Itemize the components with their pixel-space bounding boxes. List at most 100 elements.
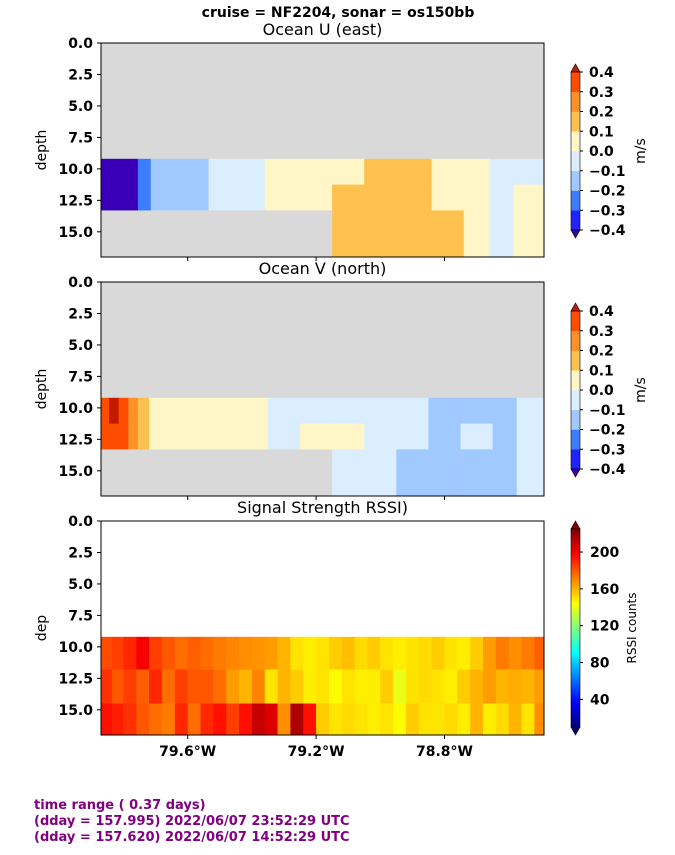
data-cell [227, 423, 269, 450]
rssi-cell [161, 703, 176, 736]
rssi-cell [111, 636, 124, 670]
colorbar-band [571, 311, 580, 332]
rssi-cell [136, 669, 150, 704]
rssi-cell [328, 636, 343, 670]
colorbar-tick-label: −0.4 [589, 462, 626, 478]
rssi-cell [354, 703, 368, 736]
rssi-cell [290, 703, 304, 736]
rssi-cell [521, 636, 535, 670]
rssi-cell [187, 636, 201, 670]
y-tick-label: 12.5 [58, 671, 93, 687]
data-cell [332, 210, 365, 258]
data-cell [460, 449, 494, 497]
rssi-cell [521, 703, 535, 736]
plot-frame [100, 520, 545, 736]
rssi-cell [111, 703, 124, 736]
colorbar-band [571, 111, 580, 132]
y-tick-label: 2.5 [68, 545, 93, 561]
rssi-cell [161, 636, 176, 670]
data-cell [232, 184, 266, 211]
rssi-cell [367, 703, 381, 736]
rssi-cell [457, 703, 471, 736]
data-cell [101, 423, 110, 450]
rssi-cell [303, 703, 317, 736]
data-cell [208, 184, 234, 211]
colorbar-extend-top [570, 63, 581, 73]
data-cell [516, 397, 534, 425]
rssi-cell [508, 669, 522, 704]
rssi-cell [393, 703, 407, 736]
rssi-cell [200, 636, 214, 670]
y-axis-label: depth [34, 130, 50, 171]
data-cell [128, 397, 139, 425]
colorbar-2: 40 80 120 160 200 RSSI counts [570, 520, 639, 736]
rssi-cell [483, 636, 497, 670]
panel-1-cells [101, 282, 545, 497]
y-axis-label: depth [34, 369, 50, 410]
rssi-cell [123, 669, 137, 704]
rssi-cell [380, 636, 394, 670]
rssi-cell [187, 669, 201, 704]
data-cell [101, 449, 110, 497]
rssi-cell [200, 669, 214, 704]
colorbar-tick-label: 0.3 [589, 324, 614, 340]
data-cell [532, 449, 545, 497]
rssi-cell [457, 669, 471, 704]
rssi-cell [534, 703, 545, 736]
rssi-cell [405, 636, 420, 670]
data-cell [264, 158, 298, 186]
rssi-cell [264, 703, 278, 736]
rssi-cell [418, 703, 433, 736]
data-cell [149, 397, 181, 425]
data-cell [118, 449, 129, 497]
data-cell [109, 397, 120, 425]
data-cell [513, 184, 534, 211]
data-cell [137, 397, 150, 425]
rssi-cell [174, 669, 189, 704]
rssi-cell [277, 669, 291, 704]
data-cell [137, 210, 152, 258]
rssi-cell [483, 703, 497, 736]
data-cell [332, 423, 365, 450]
data-cell [332, 449, 365, 497]
colorbar-tick-label: 0.0 [589, 383, 614, 399]
colorbar-label: m/s [633, 377, 649, 403]
data-cell [396, 184, 433, 211]
plot-frame [100, 42, 545, 258]
y-tick-label: 2.5 [68, 306, 93, 322]
colorbar-tick-label: −0.1 [589, 164, 626, 180]
rssi-cell [200, 703, 214, 736]
y-tick-label: 12.5 [58, 193, 93, 209]
data-cell [109, 210, 123, 258]
colorbar-band [571, 429, 580, 450]
rssi-cell [123, 703, 137, 736]
data-cell [179, 184, 209, 211]
rssi-cell [239, 636, 253, 670]
panel-2-axes: 0.0 2.5 5.0 7.5 10.0 12.5 15.0 79.6°W 79.2°W 78.8… [34, 498, 545, 760]
rssi-cell [328, 703, 343, 736]
data-cell [364, 397, 397, 425]
rssi-cell [431, 669, 445, 704]
footer-start-time: (dday = 157.620) 2022/06/07 14:52:29 UTC [34, 830, 350, 845]
colorbar-extend-bottom [570, 468, 581, 478]
data-cell [300, 423, 333, 450]
data-cell [179, 158, 209, 186]
y-tick-label: 7.5 [68, 130, 93, 146]
rssi-cell [341, 703, 356, 736]
data-cell [463, 184, 490, 211]
data-cell [300, 449, 333, 497]
y-tick-label: 0.0 [68, 275, 93, 291]
data-cell [532, 210, 545, 258]
data-cell [532, 158, 545, 186]
rssi-cell [251, 669, 266, 704]
data-cell [150, 158, 181, 186]
data-cell [463, 158, 490, 186]
data-cell [332, 184, 365, 211]
data-cell [109, 158, 123, 186]
rssi-cell [226, 636, 240, 670]
data-cell [296, 210, 333, 258]
y-tick-label: 7.5 [68, 608, 93, 624]
colorbar-tick-label: 0.2 [589, 105, 614, 121]
data-cell [121, 158, 139, 186]
data-cell [396, 449, 429, 497]
